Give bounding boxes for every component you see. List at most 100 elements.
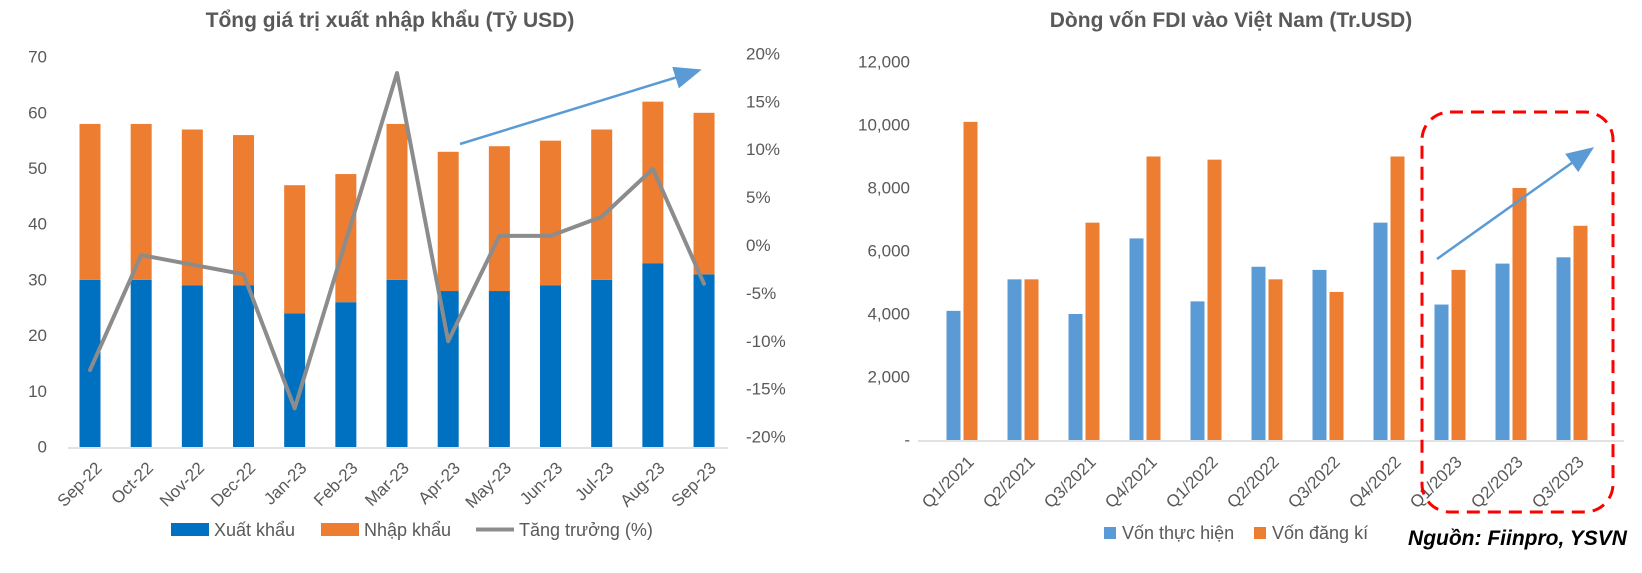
- von-thuc-hien-bar: [1251, 266, 1266, 440]
- von-dang-ki-bar: [963, 121, 978, 440]
- legend-label-nhap-khau: Nhập khẩu: [364, 520, 451, 540]
- von-thuc-hien-bar: [1190, 301, 1205, 440]
- fdi-chart-legend: Vốn thực hiện Vốn đăng kí: [1104, 523, 1368, 543]
- trade-x-tick: Dec-22: [207, 458, 259, 510]
- fdi-x-tick: Q2/2022: [1223, 452, 1283, 512]
- fdi-y-tick: 12,000: [858, 53, 910, 72]
- trade-x-tick: Jul-23: [571, 458, 617, 504]
- trade-x-tick: Sep-23: [668, 458, 720, 510]
- nhap-khau-bar: [540, 140, 562, 286]
- trade-y-left-tick: 0: [38, 438, 47, 457]
- xuat-khau-bar: [386, 279, 408, 447]
- nhap-khau-bar: [130, 123, 152, 280]
- nhap-khau-bar: [181, 129, 203, 286]
- trade-x-tick: Mar-23: [361, 458, 413, 510]
- von-dang-ki-bar: [1024, 279, 1039, 440]
- xuat-khau-bar: [642, 263, 664, 447]
- nhap-khau-bar: [693, 112, 715, 275]
- trade-y-left-tick: 40: [28, 215, 47, 234]
- trade-x-tick: Feb-23: [310, 458, 362, 510]
- legend-label-von-dang-ki: Vốn đăng kí: [1272, 523, 1368, 543]
- fdi-x-tick: Q3/2021: [1040, 452, 1100, 512]
- trade-trend-arrow-icon: [459, 66, 702, 146]
- fdi-chart: - 2,000 4,000 6,000 8,000 10,000 12,000 Q1/2021…: [858, 53, 1624, 543]
- von-thuc-hien-bar: [1556, 257, 1571, 440]
- nhap-khau-bar: [233, 135, 255, 286]
- xuat-khau-bar: [233, 285, 255, 447]
- trade-y-left-tick: 10: [28, 382, 47, 401]
- trade-y-left-tick: 70: [28, 48, 47, 67]
- fdi-x-tick: Q3/2022: [1284, 452, 1344, 512]
- legend-swatch-nhap-khau-icon: [321, 523, 359, 536]
- fdi-y-tick: 6,000: [867, 242, 910, 261]
- xuat-khau-bar: [130, 279, 152, 447]
- legend-swatch-von-thuc-hien-icon: [1104, 527, 1116, 539]
- trade-y-left-tick: 60: [28, 103, 47, 122]
- growth-line: [88, 71, 707, 411]
- von-dang-ki-bar: [1573, 225, 1588, 440]
- xuat-khau-bar: [79, 279, 101, 447]
- von-thuc-hien-bar: [1129, 238, 1144, 440]
- fdi-y-tick: 10,000: [858, 116, 910, 135]
- von-thuc-hien-bar: [1312, 269, 1327, 440]
- trade-y-left-tick: 20: [28, 326, 47, 345]
- von-dang-ki-bar: [1146, 156, 1161, 440]
- nhap-khau-bar: [386, 123, 408, 280]
- trade-y-right-tick: 20%: [746, 44, 780, 63]
- trade-y-left-tick: 30: [28, 270, 47, 289]
- nhap-khau-bar: [591, 129, 613, 280]
- nhap-khau-bar: [488, 146, 510, 292]
- von-thuc-hien-bar: [1007, 279, 1022, 440]
- xuat-khau-bar: [591, 279, 613, 447]
- von-thuc-hien-bar: [1068, 314, 1083, 440]
- fdi-x-tick: Q4/2021: [1101, 452, 1161, 512]
- trade-x-tick: May-23: [462, 458, 516, 512]
- fdi-x-tick: Q2/2023: [1467, 452, 1527, 512]
- trade-chart-title: Tổng giá trị xuất nhập khẩu (Tỷ USD): [205, 9, 575, 32]
- von-thuc-hien-bar: [1434, 304, 1449, 440]
- von-dang-ki-bar: [1329, 291, 1344, 440]
- fdi-x-tick: Q1/2022: [1162, 452, 1222, 512]
- fdi-x-tick: Q3/2023: [1528, 452, 1588, 512]
- trade-y-right-tick: -10%: [746, 332, 786, 351]
- legend-swatch-xuat-khau-icon: [171, 523, 209, 536]
- trade-x-tick: Nov-22: [156, 458, 208, 510]
- fdi-y-tick: 2,000: [867, 368, 910, 387]
- trade-x-tick: Oct-22: [107, 458, 157, 508]
- trade-y-right-tick: -5%: [746, 284, 776, 303]
- xuat-khau-bar: [693, 274, 715, 447]
- trade-chart: 0 10 20 30 40 50 60 70 20% 15% 10% 5% 0% -5% -10% -15% -…: [28, 44, 786, 540]
- trade-y-right-tick: 15%: [746, 92, 780, 111]
- legend-label-xuat-khau: Xuất khẩu: [214, 520, 295, 540]
- fdi-chart-title: Dòng vốn FDI vào Việt Nam (Tr.USD): [1049, 9, 1413, 32]
- trade-y-left-tick: 50: [28, 159, 47, 178]
- trade-x-tick: Aug-23: [616, 458, 668, 510]
- fdi-y-tick: -: [904, 431, 910, 450]
- trade-x-tick: Apr-23: [414, 458, 464, 508]
- xuat-khau-bar: [181, 285, 203, 447]
- fdi-y-tick: 4,000: [867, 305, 910, 324]
- fdi-trend-arrow-icon: [1436, 147, 1595, 261]
- nhap-khau-bar: [437, 151, 459, 292]
- fdi-y-tick: 8,000: [867, 179, 910, 198]
- fdi-x-tick: Q4/2022: [1345, 452, 1405, 512]
- fdi-x-tick: Q2/2021: [979, 452, 1039, 512]
- trade-y-right-tick: 0%: [746, 236, 771, 255]
- trade-x-tick: Sep-22: [54, 458, 106, 510]
- legend-label-von-thuc-hien: Vốn thực hiện: [1122, 523, 1234, 543]
- trade-y-right-tick: 5%: [746, 188, 771, 207]
- trade-x-tick: Jun-23: [516, 458, 566, 508]
- xuat-khau-bar: [284, 313, 306, 447]
- fdi-x-tick: Q1/2023: [1406, 452, 1466, 512]
- von-dang-ki-bar: [1451, 269, 1466, 440]
- source-note: Nguồn: Fiinpro, YSVN: [1408, 527, 1627, 550]
- legend-label-tang-truong: Tăng trưởng (%): [519, 520, 653, 540]
- trade-y-right-tick: -20%: [746, 428, 786, 447]
- xuat-khau-bar: [540, 285, 562, 447]
- trade-y-right-tick: 10%: [746, 140, 780, 159]
- trade-y-right-tick: -15%: [746, 380, 786, 399]
- von-thuc-hien-bar: [946, 310, 961, 440]
- nhap-khau-bar: [79, 123, 101, 280]
